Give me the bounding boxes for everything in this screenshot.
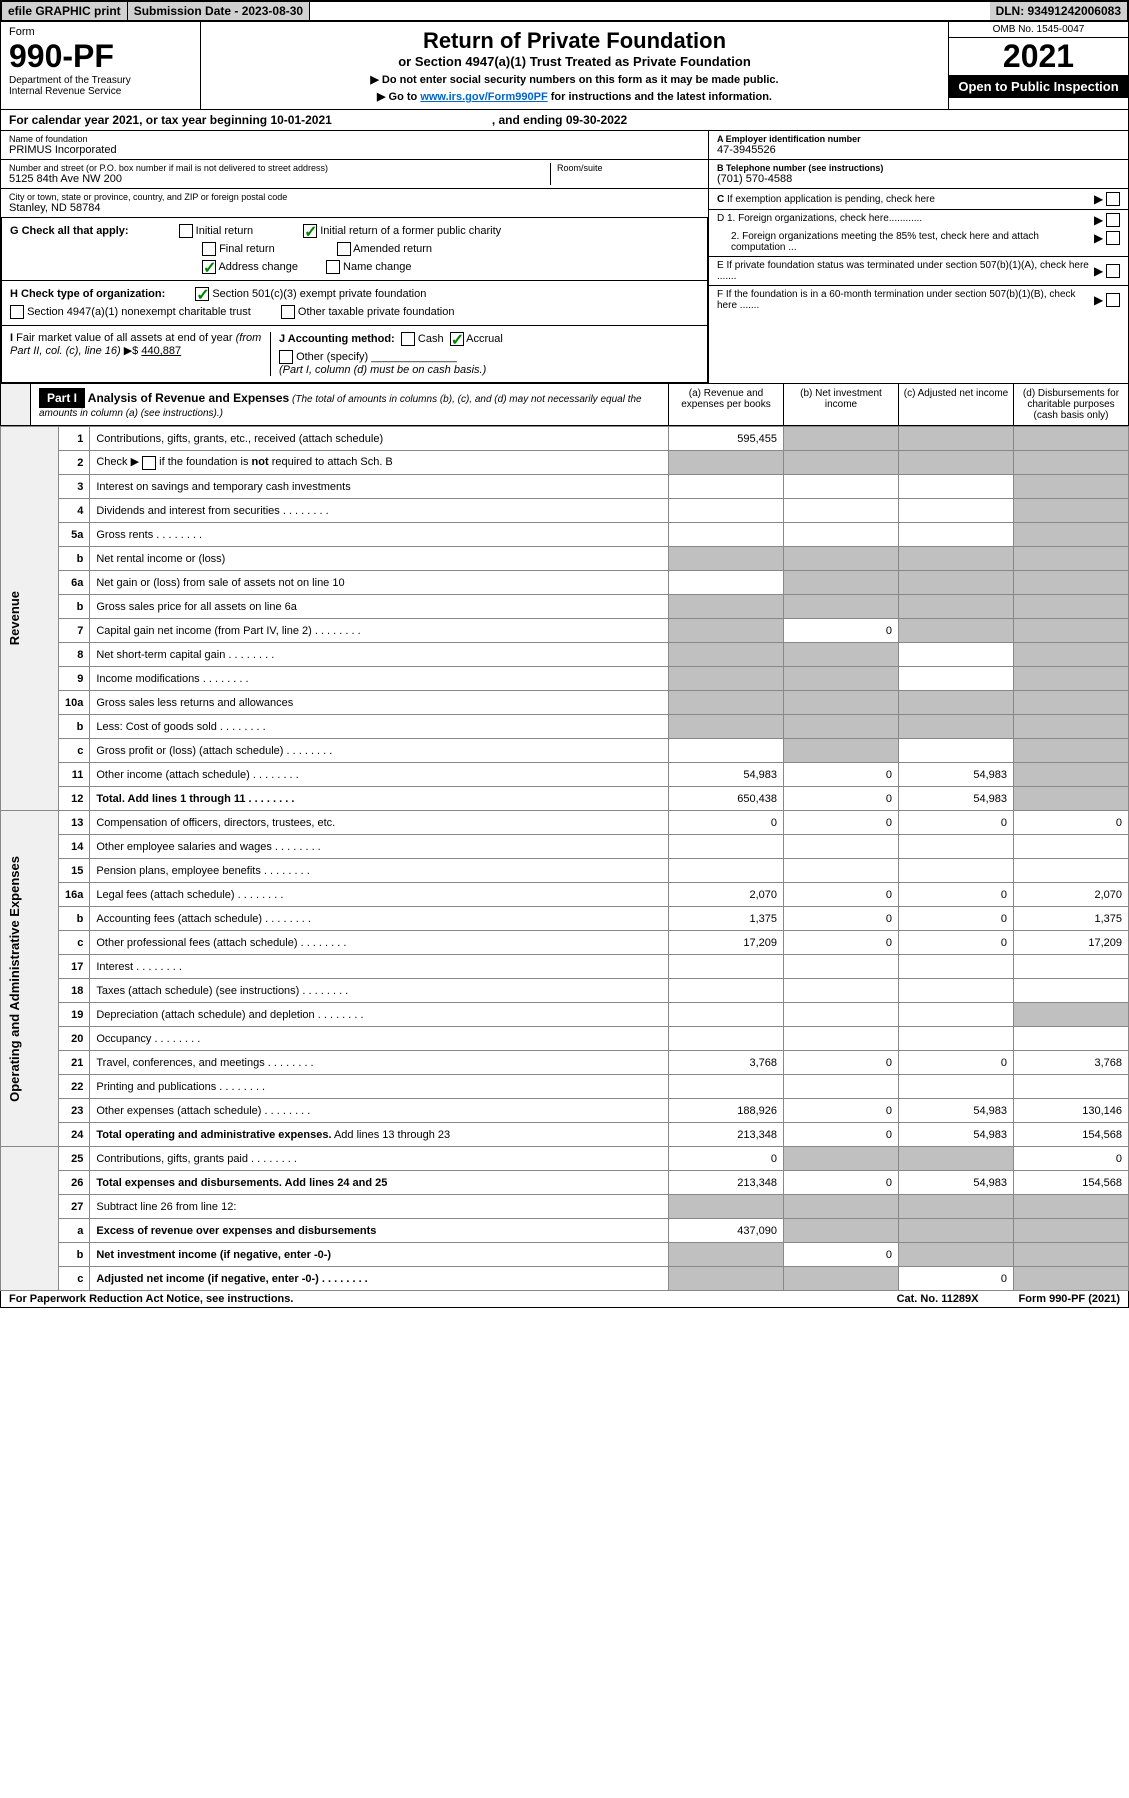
dln: DLN: 93491242006083	[990, 2, 1127, 20]
open-public: Open to Public Inspection	[949, 75, 1128, 98]
form-label: Form	[9, 26, 192, 38]
cb-schb[interactable]	[142, 456, 156, 470]
form-link[interactable]: www.irs.gov/Form990PF	[420, 91, 547, 103]
efile-label: efile GRAPHIC print	[2, 2, 128, 20]
cb-initial[interactable]	[179, 224, 193, 238]
submission-date: Submission Date - 2023-08-30	[128, 2, 310, 20]
part1-header: Part I Analysis of Revenue and Expenses …	[0, 384, 1129, 426]
col-d: (d) Disbursements for charitable purpose…	[1013, 384, 1128, 425]
irs-label: Internal Revenue Service	[9, 86, 192, 97]
main-table: Revenue 1Contributions, gifts, grants, e…	[0, 426, 1129, 1291]
col-a: (a) Revenue and expenses per books	[668, 384, 783, 425]
section-ij: I Fair market value of all assets at end…	[1, 326, 708, 383]
goto-line: ▶ Go to www.irs.gov/Form990PF for instru…	[207, 90, 942, 103]
top-bar: efile GRAPHIC print Submission Date - 20…	[0, 0, 1129, 22]
fmv-label: I Fair market value of all assets at end…	[10, 332, 261, 357]
col-b: (b) Net investment income	[783, 384, 898, 425]
cb-accrual[interactable]	[450, 332, 464, 346]
cb-e[interactable]	[1106, 264, 1120, 278]
calendar-year-row: For calendar year 2021, or tax year begi…	[0, 110, 1129, 131]
cb-final[interactable]	[202, 242, 216, 256]
cb-cash[interactable]	[401, 332, 415, 346]
form-number: 990-PF	[9, 38, 192, 75]
d-cell: D 1. Foreign organizations, check here..…	[709, 210, 1128, 257]
cb-f[interactable]	[1106, 293, 1120, 307]
ein-cell: A Employer identification number 47-3945…	[709, 131, 1128, 160]
tel-cell: B Telephone number (see instructions) (7…	[709, 160, 1128, 189]
dept-treasury: Department of the Treasury	[9, 75, 192, 86]
tax-year: 2021	[949, 38, 1128, 75]
section-g: G Check all that apply: Initial return I…	[1, 218, 708, 281]
address-cell: Number and street (or P.O. box number if…	[1, 160, 708, 189]
cb-4947[interactable]	[10, 305, 24, 319]
cb-namechg[interactable]	[326, 260, 340, 274]
c-cell: C If exemption application is pending, c…	[709, 189, 1128, 210]
f-cell: F If the foundation is in a 60-month ter…	[709, 286, 1128, 314]
form-subtitle: or Section 4947(a)(1) Trust Treated as P…	[207, 54, 942, 69]
form-header: Form 990-PF Department of the Treasury I…	[0, 22, 1129, 110]
cb-c[interactable]	[1106, 192, 1120, 206]
cb-other-tax[interactable]	[281, 305, 295, 319]
cb-d2[interactable]	[1106, 231, 1120, 245]
city-cell: City or town, state or province, country…	[1, 189, 708, 218]
footer: For Paperwork Reduction Act Notice, see …	[0, 1291, 1129, 1308]
omb-number: OMB No. 1545-0047	[949, 22, 1128, 38]
cb-amended[interactable]	[337, 242, 351, 256]
cb-other-acct[interactable]	[279, 350, 293, 364]
cb-d1[interactable]	[1106, 213, 1120, 227]
ssn-warning: ▶ Do not enter social security numbers o…	[207, 73, 942, 86]
cb-addrchg[interactable]	[202, 260, 216, 274]
section-h: H Check type of organization: Section 50…	[1, 281, 708, 326]
col-c: (c) Adjusted net income	[898, 384, 1013, 425]
cb-initial-former[interactable]	[303, 224, 317, 238]
info-block: Name of foundation PRIMUS Incorporated N…	[0, 131, 1129, 384]
form-title: Return of Private Foundation	[207, 28, 942, 54]
foundation-name-cell: Name of foundation PRIMUS Incorporated	[1, 131, 708, 160]
e-cell: E If private foundation status was termi…	[709, 257, 1128, 286]
cb-501c3[interactable]	[195, 287, 209, 301]
